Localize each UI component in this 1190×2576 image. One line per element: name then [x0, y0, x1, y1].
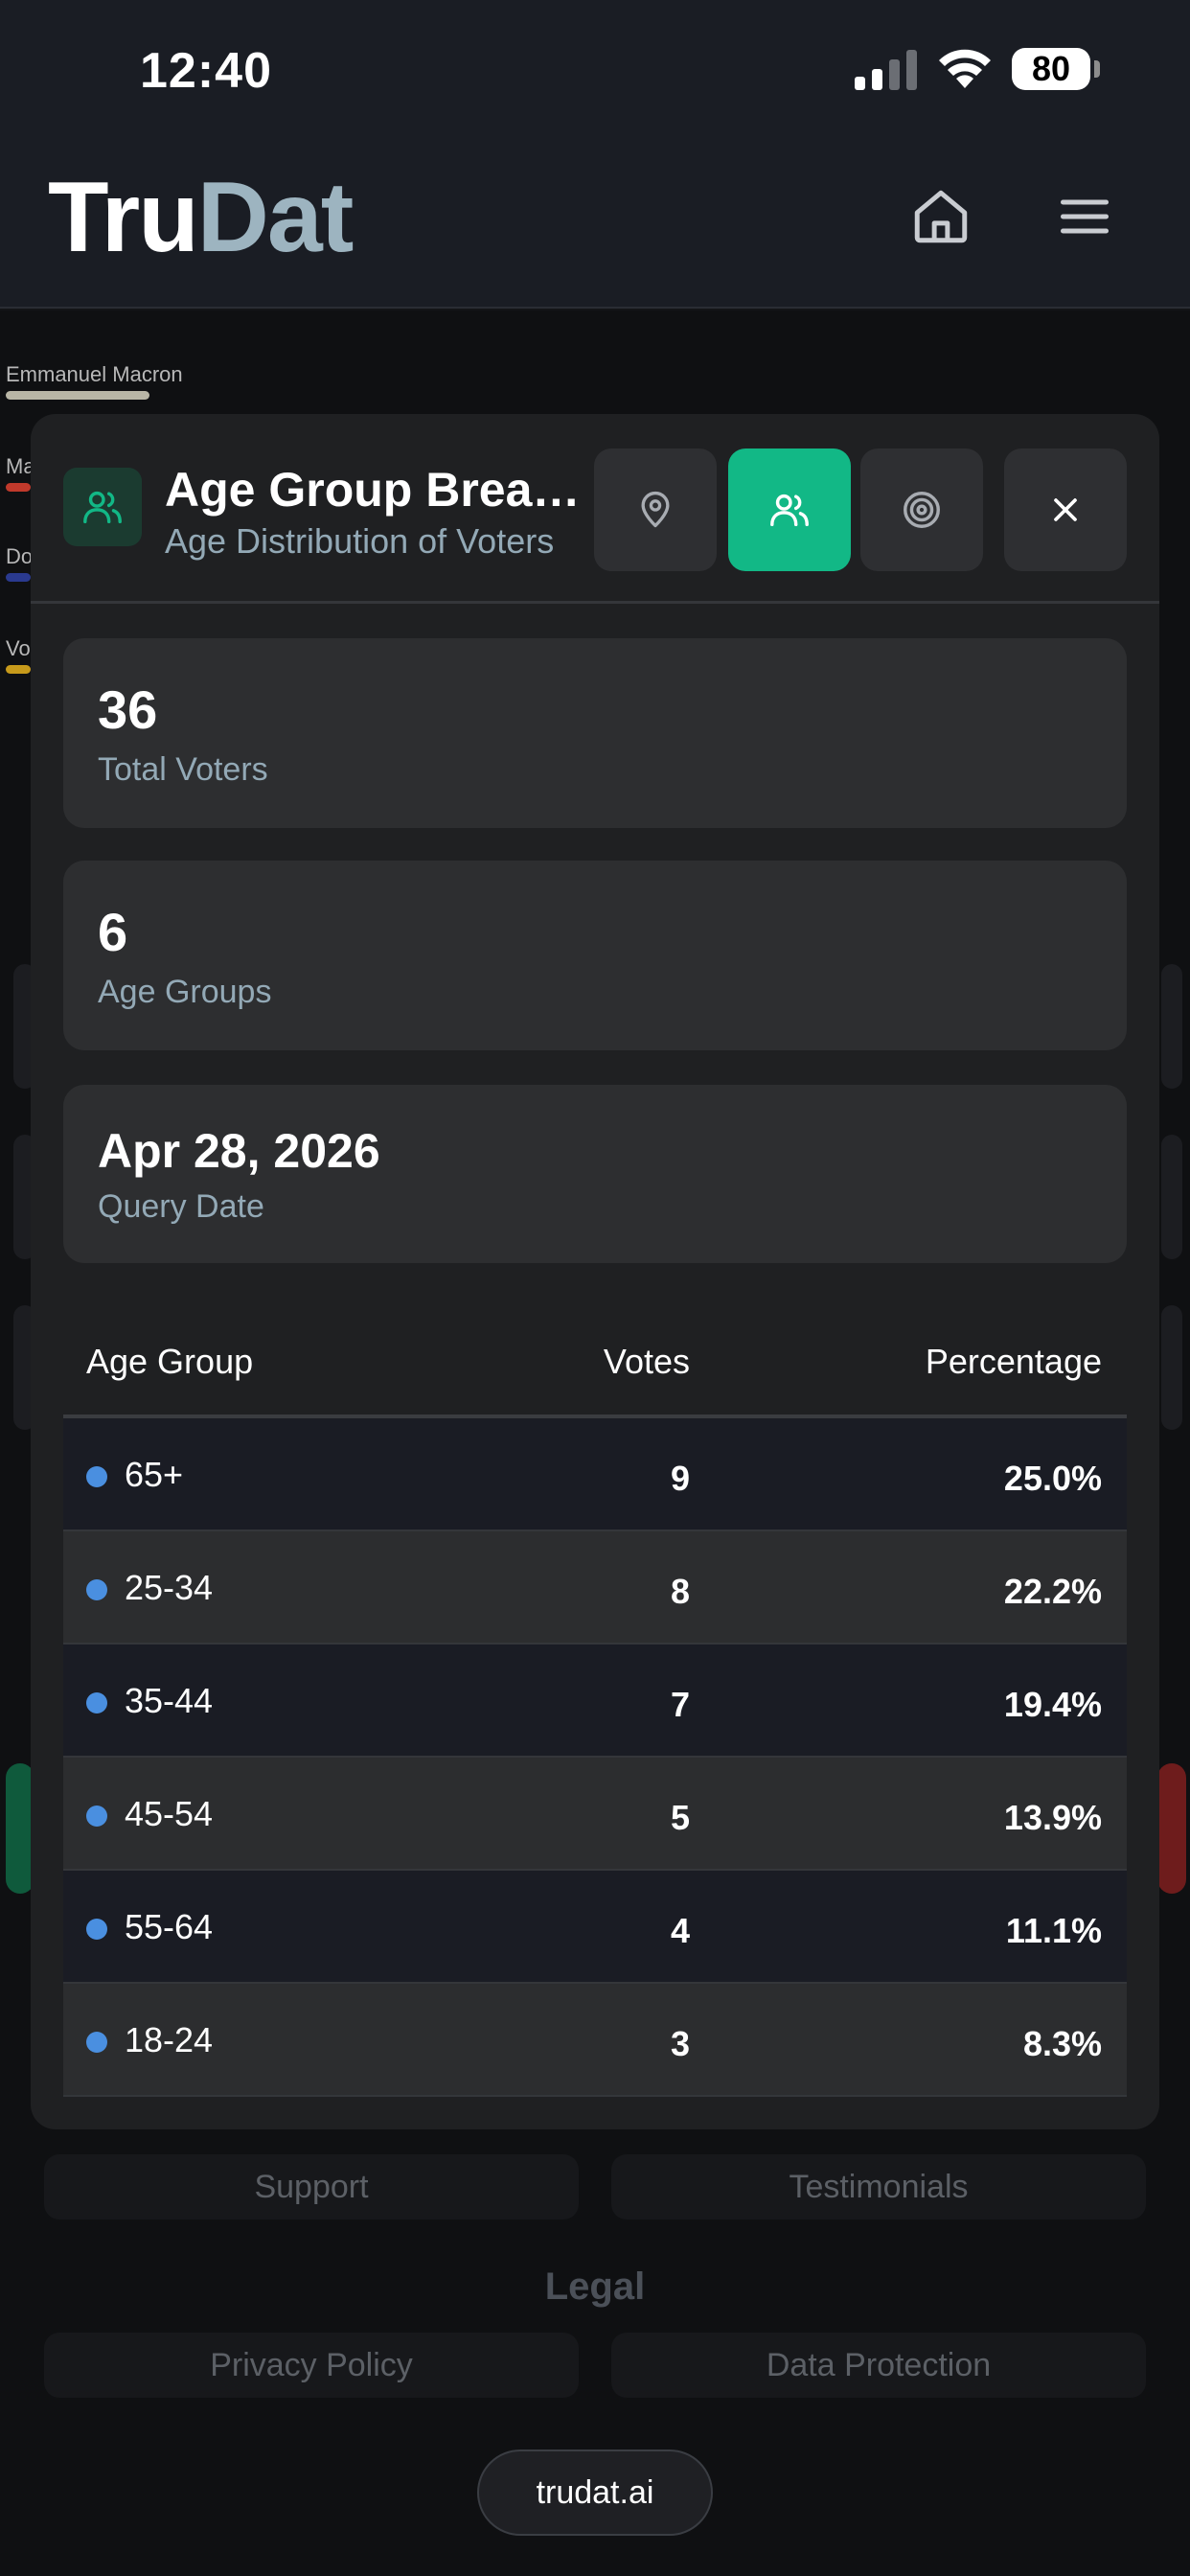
cell-percentage: 8.3% [1022, 2024, 1102, 2063]
age-group-view-button[interactable] [728, 448, 851, 571]
stat-card-query-date: Apr 28, 2026 Query Date [63, 1085, 1127, 1263]
cell-age-group: 65+ [125, 1455, 184, 1494]
modal-header: Age Group Breakdown Age Distribution of … [31, 414, 1159, 604]
bg-edge-label: Do [6, 544, 34, 568]
cell-age-group: 55-64 [125, 1907, 214, 1946]
site-link-button[interactable]: trudat.ai [477, 2450, 713, 2536]
close-button[interactable] [1004, 448, 1127, 571]
modal-title: Age Group Breakdown [165, 463, 586, 517]
group-color-dot [86, 2032, 107, 2053]
cell-age-group: 25-34 [125, 1568, 214, 1607]
cell-votes: 9 [670, 1459, 690, 1498]
home-button[interactable] [903, 178, 979, 255]
bg-chart-bar [6, 573, 31, 582]
table-header: Age Group Votes Percentage [63, 1305, 1127, 1418]
users-icon [770, 494, 809, 527]
group-color-dot [86, 1919, 107, 1940]
column-header-percentage[interactable]: Percentage [925, 1342, 1102, 1381]
logo-text-dat: Dat [196, 162, 355, 273]
table-row: 65+ 9 25.0% [63, 1418, 1127, 1531]
cell-votes: 7 [670, 1685, 690, 1724]
cellular-signal-icon [855, 50, 917, 90]
app-header: 12:40 80 TruDat [0, 0, 1190, 309]
column-header-votes[interactable]: Votes [603, 1342, 690, 1381]
battery-cap [1094, 60, 1100, 78]
cell-age-group: 45-54 [125, 1794, 214, 1833]
cell-votes: 8 [670, 1572, 690, 1611]
table-row: 25-34 8 22.2% [63, 1531, 1127, 1644]
table-row: 45-54 5 13.9% [63, 1758, 1127, 1871]
cell-age-group: 18-24 [125, 2020, 214, 2059]
group-color-dot [86, 1692, 107, 1714]
bg-chart-bar [6, 391, 149, 400]
cell-percentage: 11.1% [1005, 1911, 1102, 1950]
cell-votes: 4 [670, 1911, 690, 1950]
cell-percentage: 25.0% [1003, 1459, 1102, 1498]
stat-card-total-voters: 36 Total Voters [63, 638, 1127, 828]
support-link[interactable]: Support [44, 2154, 579, 2220]
map-pin-icon [641, 491, 670, 528]
bg-green-button [6, 1763, 34, 1894]
cell-percentage: 22.2% [1003, 1572, 1102, 1611]
cell-votes: 3 [670, 2024, 690, 2063]
battery-indicator: 80 [1012, 48, 1090, 90]
testimonials-link[interactable]: Testimonials [611, 2154, 1146, 2220]
bg-red-button [1157, 1763, 1186, 1894]
table-row: 35-44 7 19.4% [63, 1644, 1127, 1758]
cell-age-group: 35-44 [125, 1681, 214, 1720]
bg-edge-label: Vo [6, 636, 31, 660]
group-color-dot [86, 1579, 107, 1600]
cell-votes: 5 [670, 1798, 690, 1837]
privacy-policy-link[interactable]: Privacy Policy [44, 2333, 579, 2398]
legal-heading: Legal [544, 2266, 646, 2308]
stat-label: Age Groups [98, 974, 272, 1010]
hamburger-menu-icon [1061, 199, 1109, 234]
bg-card [1161, 1305, 1182, 1430]
wifi-icon [939, 49, 991, 88]
age-group-modal: Age Group Breakdown Age Distribution of … [31, 414, 1159, 2129]
data-protection-link[interactable]: Data Protection [611, 2333, 1146, 2398]
age-group-table: Age Group Votes Percentage 65+ 9 25.0% 2… [63, 1305, 1127, 2097]
table-row: 55-64 4 11.1% [63, 1871, 1127, 1984]
close-icon [1054, 498, 1077, 521]
table-row: 18-24 3 8.3% [63, 1984, 1127, 2097]
cell-percentage: 13.9% [1003, 1798, 1102, 1837]
modal-subtitle: Age Distribution of Voters [165, 521, 555, 561]
target-view-button[interactable] [860, 448, 983, 571]
cell-percentage: 19.4% [1003, 1685, 1102, 1724]
menu-button[interactable] [1046, 178, 1123, 255]
stat-label: Query Date [98, 1188, 264, 1225]
status-time: 12:40 [140, 43, 272, 99]
stat-label: Total Voters [98, 751, 268, 788]
bg-edge-label: Ma [6, 454, 35, 478]
users-icon [83, 491, 122, 524]
home-icon [914, 190, 968, 243]
group-color-dot [86, 1806, 107, 1827]
bg-chart-label: Emmanuel Macron [6, 362, 183, 386]
column-header-age-group[interactable]: Age Group [86, 1342, 254, 1381]
bg-chart-bar [6, 665, 31, 674]
bg-chart-bar [6, 483, 31, 492]
stat-value: Apr 28, 2026 [98, 1124, 380, 1178]
stat-card-age-groups: 6 Age Groups [63, 861, 1127, 1050]
logo-text-tru: Tru [48, 162, 199, 273]
stat-value: 6 [98, 902, 128, 962]
stat-value: 36 [98, 679, 158, 740]
bg-card [1161, 964, 1182, 1089]
group-color-dot [86, 1466, 107, 1487]
target-icon [904, 492, 940, 528]
location-view-button[interactable] [594, 448, 717, 571]
trudat-logo[interactable]: TruDat [48, 161, 355, 275]
modal-header-icon [63, 468, 142, 546]
bg-card [1161, 1135, 1182, 1259]
